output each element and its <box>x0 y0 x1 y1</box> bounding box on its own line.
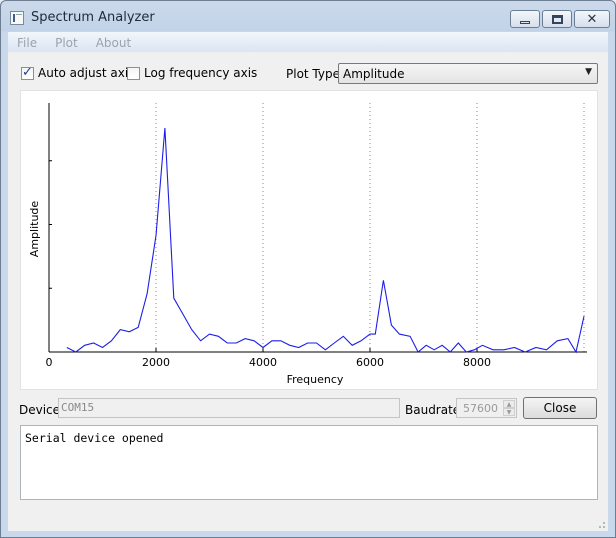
spectrum-plot[interactable]: 0 2000 4000 6000 8000 Frequency Amplitude <box>20 90 598 390</box>
amplitude-series-line <box>66 127 585 354</box>
device-input[interactable]: COM15 <box>58 398 400 418</box>
spin-up-icon[interactable]: ▲ <box>503 400 515 408</box>
menu-about[interactable]: About <box>95 36 132 50</box>
x-axis-label: Frequency <box>287 373 344 386</box>
maximize-button[interactable] <box>542 10 572 28</box>
console-text: Serial device opened <box>25 431 164 445</box>
spin-down-icon[interactable]: ▼ <box>503 408 515 416</box>
close-button[interactable]: Close <box>523 397 597 419</box>
baudrate-spinbox[interactable]: 57600 ▲ ▼ <box>456 398 517 418</box>
x-tick-label: 2000 <box>142 356 170 369</box>
x-tick-label: 0 <box>46 356 53 369</box>
client-area: File Plot About Auto adjust axis Log fre… <box>8 32 608 531</box>
plot-type-value: Amplitude <box>343 67 405 81</box>
device-row: Device COM15 Baudrate 57600 ▲ ▼ Close <box>8 396 608 420</box>
menu-file[interactable]: File <box>17 36 38 50</box>
resize-grip-icon[interactable] <box>596 519 606 529</box>
menu-bar: File Plot About <box>8 32 608 52</box>
plot-axes <box>48 103 587 353</box>
log-frequency-checkbox[interactable] <box>127 67 140 80</box>
baudrate-value: 57600 <box>463 402 498 415</box>
x-tick-label: 4000 <box>249 356 277 369</box>
log-frequency-label[interactable]: Log frequency axis <box>144 66 258 80</box>
close-icon: ✕ <box>586 11 598 27</box>
device-label: Device <box>19 403 61 417</box>
app-icon <box>10 11 24 25</box>
window-close-button[interactable]: ✕ <box>574 10 610 28</box>
auto-adjust-label[interactable]: Auto adjust axis <box>38 66 135 80</box>
chevron-down-icon: ▼ <box>585 67 592 77</box>
y-axis-label: Amplitude <box>28 201 41 258</box>
window-title: Spectrum Analyzer <box>31 10 155 25</box>
maximize-icon <box>551 14 563 24</box>
device-value: COM15 <box>61 401 95 414</box>
plot-grid <box>155 103 585 352</box>
menu-plot[interactable]: Plot <box>55 36 78 50</box>
plot-type-label: Plot Type <box>286 67 340 81</box>
plot-type-select[interactable]: Amplitude ▼ <box>338 63 598 84</box>
minimize-button[interactable] <box>510 10 540 28</box>
options-row: Auto adjust axis Log frequency axis Plot… <box>8 62 608 86</box>
baudrate-label: Baudrate <box>405 403 461 417</box>
x-tick-label: 6000 <box>356 356 384 369</box>
x-tick-label: 8000 <box>463 356 491 369</box>
plot-ticks: 0 2000 4000 6000 8000 <box>46 160 491 369</box>
auto-adjust-checkbox[interactable] <box>21 65 34 80</box>
spectrum-chart-svg: 0 2000 4000 6000 8000 Frequency Amplitude <box>28 103 587 386</box>
console-output[interactable]: Serial device opened <box>20 425 598 500</box>
title-bar[interactable]: Spectrum Analyzer ✕ <box>1 1 615 32</box>
minimize-icon <box>520 20 530 24</box>
